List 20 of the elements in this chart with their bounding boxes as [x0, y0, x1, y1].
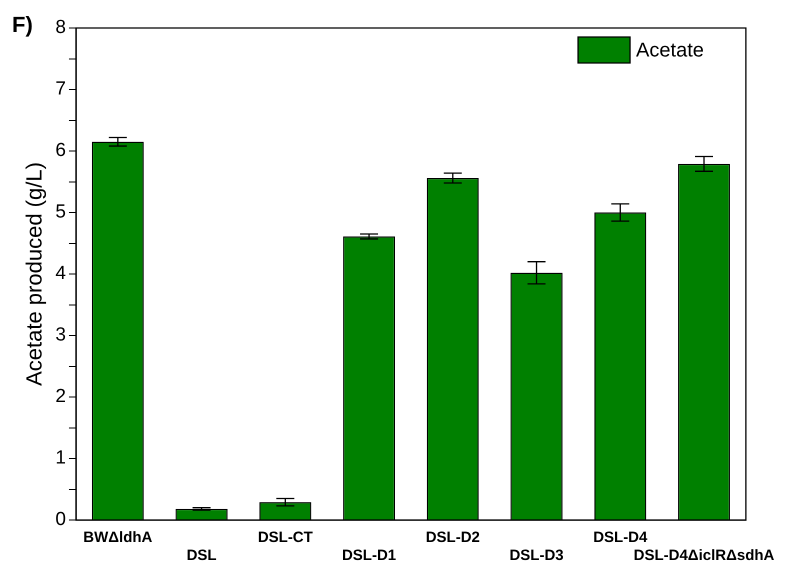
legend-label: Acetate: [636, 40, 704, 62]
y-tick-label: 2: [55, 386, 66, 408]
x-tick-label: DSL-D4: [593, 529, 648, 546]
text: F): [12, 12, 33, 38]
x-tick-label: BWΔldhA: [83, 529, 153, 546]
x-tick-label: DSL-D1: [342, 547, 396, 564]
y-tick-label: 5: [55, 202, 66, 223]
y-tick-label: 6: [55, 140, 66, 162]
y-tick-label: 0: [55, 509, 66, 530]
x-tick-label: DSL-D2: [426, 529, 480, 546]
x-tick-label: DSL-CT: [258, 529, 313, 546]
x-tick-label: DSL-D4ΔiclRΔsdhA: [634, 547, 775, 564]
x-tick-label: DSL-D3: [509, 547, 564, 564]
y-tick-label: 7: [55, 78, 66, 100]
y-axis-title: Acetate produced (g/L): [21, 162, 46, 386]
y-tick-label: 4: [55, 263, 66, 284]
y-tick-label: 3: [55, 324, 66, 346]
x-tick-label: DSL: [186, 547, 217, 564]
y-tick-label: 8: [55, 17, 66, 38]
y-tick-label: 1: [55, 448, 66, 469]
